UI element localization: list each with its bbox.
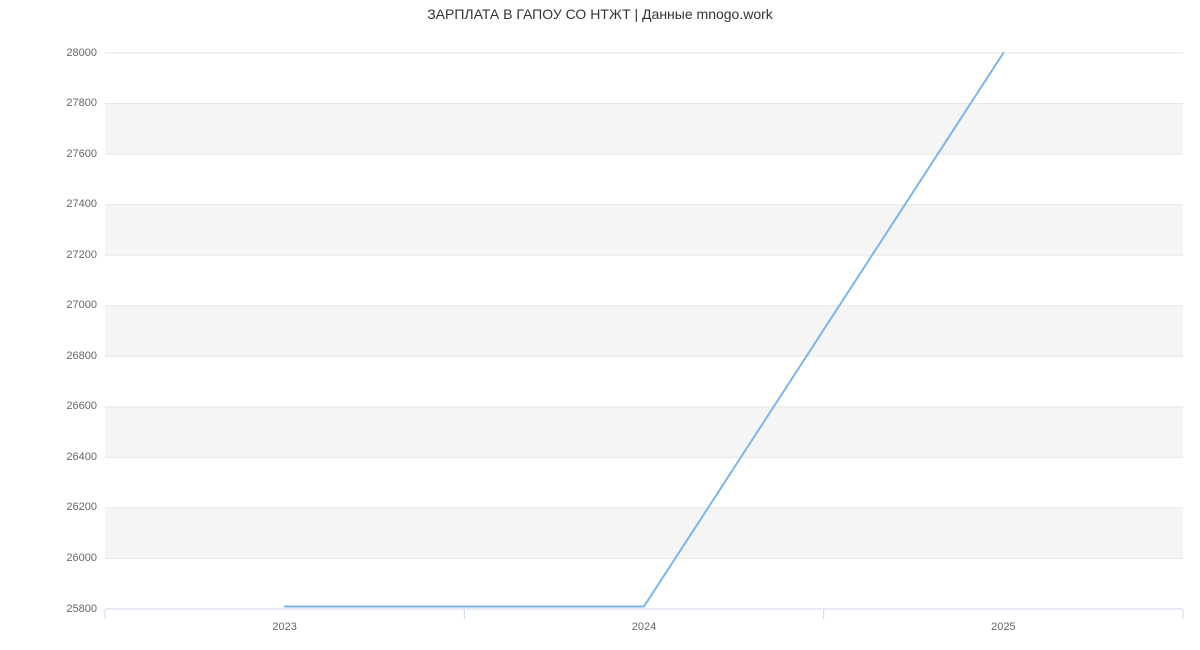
plot-band: [105, 154, 1183, 205]
plot-band: [105, 205, 1183, 256]
y-tick-label: 25800: [66, 603, 97, 615]
y-tick-label: 27800: [66, 97, 97, 109]
x-tick-label: 2023: [255, 621, 315, 633]
x-tick-label: 2024: [614, 621, 674, 633]
y-tick-label: 26600: [66, 400, 97, 412]
salary-line-chart: ЗАРПЛАТА В ГАПОУ СО НТЖТ | Данные mnogo.…: [0, 0, 1200, 650]
plot-band: [105, 53, 1183, 104]
plot-band: [105, 508, 1183, 559]
y-tick-label: 27000: [66, 299, 97, 311]
plot-band: [105, 558, 1183, 609]
plot-band: [105, 104, 1183, 155]
y-tick-label: 27600: [66, 148, 97, 160]
y-tick-label: 27400: [66, 198, 97, 210]
plot-band: [105, 255, 1183, 306]
y-tick-label: 27200: [66, 249, 97, 261]
y-tick-label: 26000: [66, 552, 97, 564]
y-tick-label: 26200: [66, 501, 97, 513]
y-tick-label: 26800: [66, 350, 97, 362]
y-tick-label: 26400: [66, 451, 97, 463]
x-tick-label: 2025: [973, 621, 1033, 633]
plot-band: [105, 407, 1183, 458]
plot-band: [105, 457, 1183, 508]
y-tick-label: 28000: [66, 47, 97, 59]
plot-band: [105, 356, 1183, 407]
plot-band: [105, 306, 1183, 357]
chart-svg: [0, 0, 1200, 650]
